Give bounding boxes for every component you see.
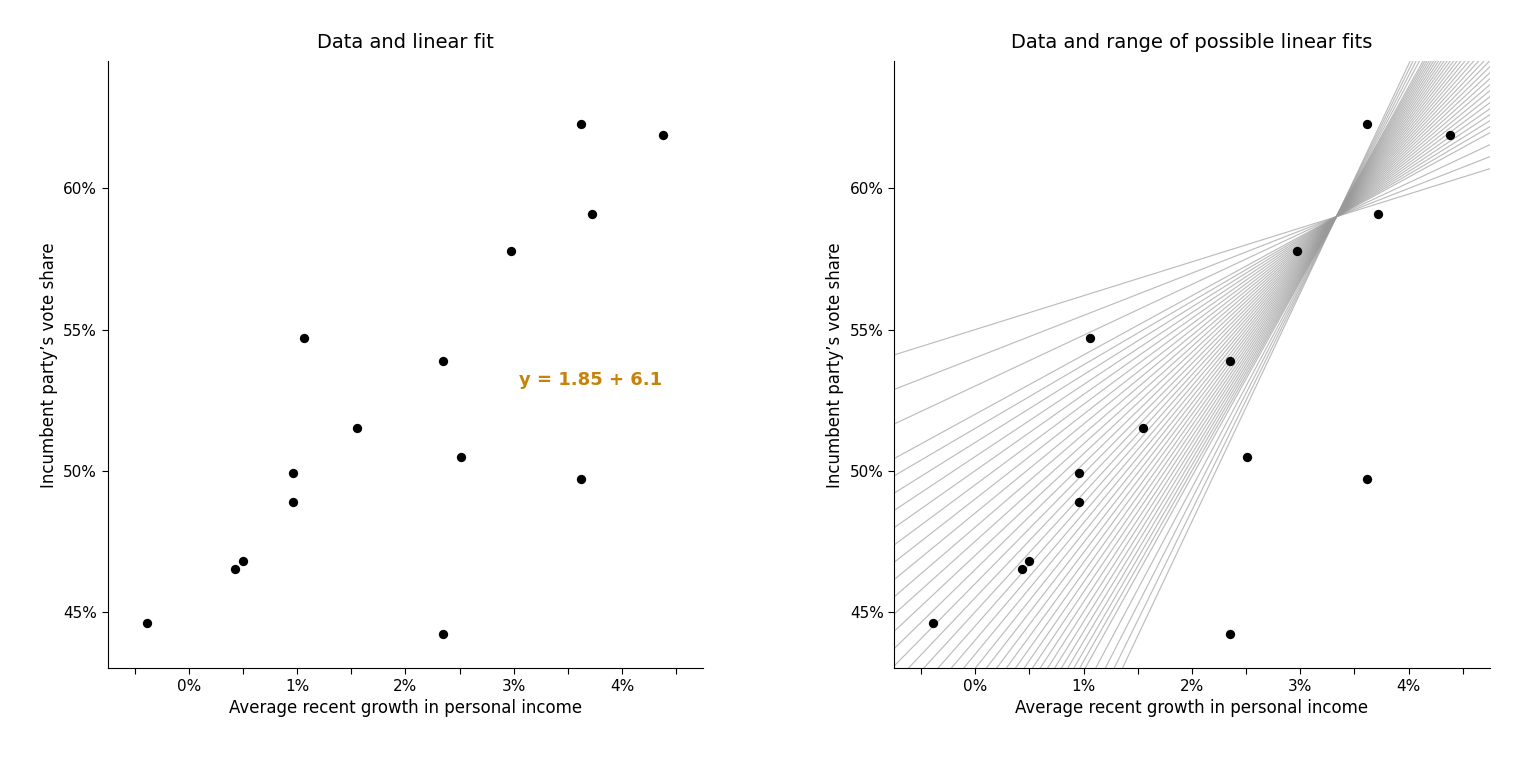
Point <box>292 332 316 344</box>
Point <box>134 617 158 629</box>
Point <box>344 422 369 435</box>
Title: Data and linear fit: Data and linear fit <box>316 32 495 51</box>
Point <box>281 467 306 479</box>
Point <box>920 617 945 629</box>
Point <box>449 450 473 462</box>
Point <box>1235 450 1260 462</box>
Point <box>432 354 456 366</box>
Point <box>1017 554 1041 567</box>
Point <box>1218 628 1243 641</box>
Point <box>498 244 522 257</box>
Point <box>1078 332 1103 344</box>
Point <box>1068 467 1092 479</box>
Point <box>1284 244 1309 257</box>
X-axis label: Average recent growth in personal income: Average recent growth in personal income <box>1015 699 1369 717</box>
Y-axis label: Incumbent party’s vote share: Incumbent party’s vote share <box>826 242 845 488</box>
Text: y = 1.85 + 6.1: y = 1.85 + 6.1 <box>519 371 662 389</box>
Point <box>1355 118 1379 130</box>
Point <box>281 495 306 508</box>
Y-axis label: Incumbent party’s vote share: Incumbent party’s vote share <box>40 242 57 488</box>
Point <box>579 207 604 220</box>
Point <box>1068 495 1092 508</box>
Point <box>568 118 593 130</box>
Point <box>568 473 593 485</box>
Point <box>230 554 255 567</box>
Title: Data and range of possible linear fits: Data and range of possible linear fits <box>1011 32 1373 51</box>
Point <box>223 563 247 575</box>
Point <box>432 628 456 641</box>
X-axis label: Average recent growth in personal income: Average recent growth in personal income <box>229 699 582 717</box>
Point <box>664 35 688 48</box>
Point <box>1009 563 1034 575</box>
Point <box>1450 35 1475 48</box>
Point <box>1438 129 1462 141</box>
Point <box>1218 354 1243 366</box>
Point <box>1355 473 1379 485</box>
Point <box>1366 207 1390 220</box>
Point <box>651 129 676 141</box>
Point <box>1130 422 1155 435</box>
